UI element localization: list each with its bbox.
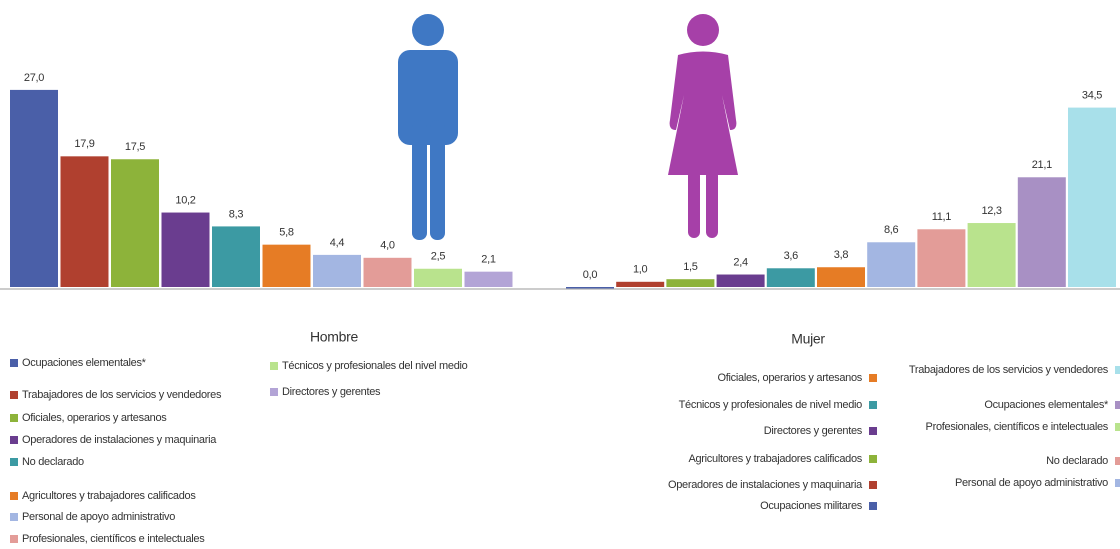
- legend-label: Operadores de instalaciones y maquinaria: [668, 479, 863, 491]
- data-label: 5,8: [279, 227, 294, 239]
- legend-swatch: [10, 391, 18, 399]
- legend-swatch: [1115, 479, 1120, 487]
- legend-swatch: [1115, 457, 1120, 465]
- data-label: 2,4: [733, 256, 748, 268]
- bar: [464, 271, 513, 287]
- data-label: 1,5: [683, 261, 698, 273]
- legend-swatch: [869, 455, 877, 463]
- chart-title: Mujer: [791, 331, 825, 347]
- bar: [917, 229, 966, 287]
- legend-swatch: [10, 492, 18, 500]
- bar: [566, 287, 614, 289]
- data-label: 3,8: [834, 249, 849, 261]
- data-label: 4,0: [380, 240, 395, 252]
- legend-label: Ocupaciones elementales*: [22, 357, 147, 369]
- legend-label: Profesionales, científicos e intelectual…: [926, 421, 1109, 433]
- legend-swatch: [10, 513, 18, 521]
- legend-label: Técnicos y profesionales de nivel medio: [679, 399, 863, 411]
- legend-label: Oficiales, operarios y artesanos: [22, 412, 167, 424]
- legend-label: Directores y gerentes: [764, 425, 863, 437]
- data-label: 8,3: [229, 208, 244, 220]
- legend-label: Trabajadores de los servicios y vendedor…: [909, 364, 1109, 376]
- data-label: 17,9: [74, 138, 94, 150]
- legend-swatch: [10, 414, 18, 422]
- legend-label: Ocupaciones militares: [760, 500, 863, 512]
- data-label: 10,2: [175, 194, 195, 206]
- legend-swatch: [869, 427, 877, 435]
- bar: [766, 268, 815, 287]
- legend-label: Técnicos y profesionales del nivel medio: [282, 360, 468, 372]
- legend-swatch: [1115, 366, 1120, 374]
- legend-label: Trabajadores de los servicios y vendedor…: [22, 389, 222, 401]
- bar: [1017, 177, 1066, 287]
- legend-swatch: [10, 359, 18, 367]
- legend-swatch: [270, 388, 278, 396]
- bar: [212, 226, 260, 287]
- legend-label: Personal de apoyo administrativo: [22, 511, 175, 523]
- bar: [817, 267, 865, 287]
- bar: [111, 159, 159, 287]
- bar: [967, 223, 1016, 287]
- legend-swatch: [869, 481, 877, 489]
- data-label: 17,5: [125, 141, 145, 153]
- legend-swatch: [10, 458, 18, 466]
- legend-label: Agricultores y trabajadores calificados: [688, 453, 862, 465]
- legend-swatch: [10, 436, 18, 444]
- woman-icon: [668, 14, 738, 238]
- bar: [716, 274, 765, 287]
- legend-label: No declarado: [22, 456, 84, 468]
- bar: [60, 156, 109, 287]
- legend-swatch: [869, 401, 877, 409]
- legend-swatch: [10, 535, 18, 543]
- bar: [363, 257, 412, 287]
- chart-title: Hombre: [310, 329, 359, 345]
- data-label: 27,0: [24, 72, 44, 84]
- data-label: 12,3: [981, 205, 1001, 217]
- legend-label: Directores y gerentes: [282, 386, 381, 398]
- bar: [262, 244, 311, 287]
- legend-label: Profesionales, científicos e intelectual…: [22, 533, 205, 545]
- legend-swatch: [1115, 423, 1120, 431]
- bar: [10, 89, 58, 288]
- data-label: 8,6: [884, 224, 899, 236]
- data-label: 4,4: [330, 237, 345, 249]
- bar: [1068, 107, 1116, 287]
- bar: [867, 242, 916, 287]
- data-label: 21,1: [1032, 159, 1052, 171]
- legend-label: Operadores de instalaciones y maquinaria: [22, 434, 217, 446]
- legend-label: Personal de apoyo administrativo: [955, 477, 1108, 489]
- bar: [161, 212, 210, 287]
- man-icon: [398, 14, 458, 240]
- legend-swatch: [869, 374, 877, 382]
- legend-label: Oficiales, operarios y artesanos: [718, 372, 863, 384]
- data-label: 34,5: [1082, 90, 1102, 102]
- legend-label: No declarado: [1046, 455, 1108, 467]
- bar: [313, 254, 361, 287]
- legend-swatch: [1115, 401, 1120, 409]
- data-label: 11,1: [932, 211, 952, 223]
- bar: [666, 279, 715, 287]
- bar: [414, 268, 462, 287]
- bar: [616, 281, 665, 287]
- legend-swatch: [270, 362, 278, 370]
- legend-label: Ocupaciones elementales*: [984, 399, 1109, 411]
- legend-swatch: [869, 502, 877, 510]
- legend-label: Agricultores y trabajadores calificados: [22, 490, 196, 502]
- data-label: 1,0: [633, 264, 648, 276]
- data-label: 3,6: [784, 250, 799, 262]
- data-label: 0,0: [583, 269, 598, 281]
- data-label: 2,1: [481, 254, 496, 266]
- data-label: 2,5: [431, 251, 446, 263]
